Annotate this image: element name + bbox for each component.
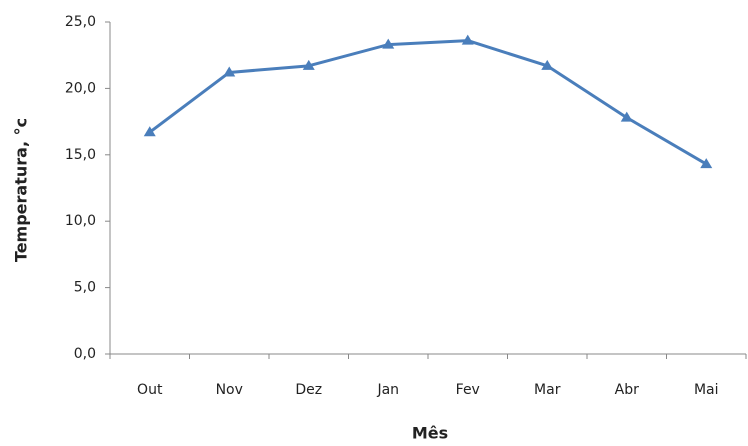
x-tick-label: Out [137,382,163,398]
x-tick-label: Mai [694,382,719,398]
marker [541,59,554,70]
marker [620,111,633,122]
x-tick-label: Jan [376,382,399,398]
y-tick-label: 15,0 [65,147,96,163]
y-tick-label: 0,0 [74,346,96,362]
x-tick-label: Abr [615,382,639,398]
x-tick-label: Dez [295,382,322,398]
y-tick-label: 25,0 [65,14,96,30]
x-tick-label: Fev [456,382,480,398]
marker [461,34,474,45]
line [148,39,708,166]
x-tick-label: Nov [216,382,243,398]
x-axis-title: Mês [412,424,448,443]
marker [302,59,315,70]
marker [223,66,236,77]
marker [382,38,395,49]
y-tick-label: 20,0 [65,80,96,96]
y-tick-label: 10,0 [65,213,96,229]
marker [700,158,713,169]
y-tick-label: 5,0 [74,280,96,296]
x-tick-label: Mar [534,382,561,398]
marker [143,126,156,137]
y-axis-title: Temperatura, °c [12,118,31,262]
